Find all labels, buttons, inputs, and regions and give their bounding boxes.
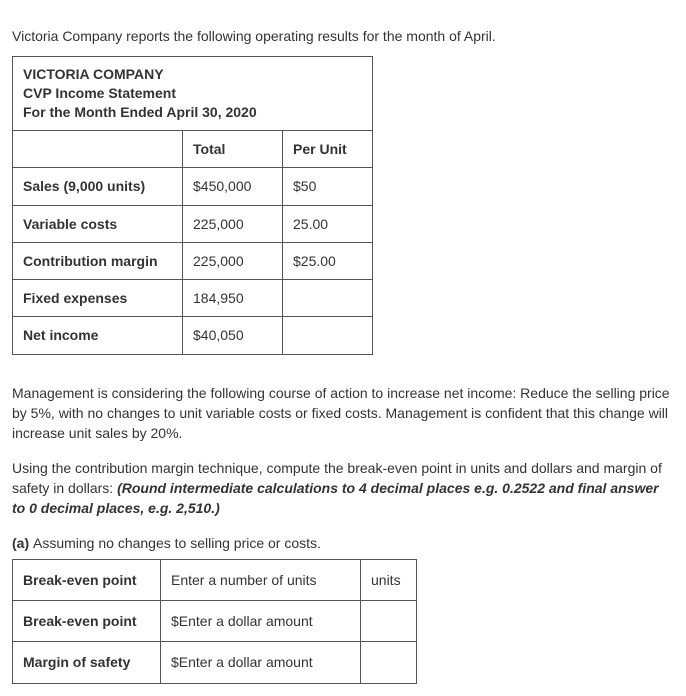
intro-text: Victoria Company reports the following o… [12,26,674,46]
row-total: $40,050 [183,317,283,354]
answer-unit [361,601,417,642]
col-header-perunit: Per Unit [283,130,373,167]
table-row: Fixed expenses 184,950 [13,280,373,317]
table-row: Net income $40,050 [13,317,373,354]
instruction-paragraph: Using the contribution margin technique,… [12,458,674,519]
answer-unit: units [361,559,417,600]
row-total: 225,000 [183,205,283,242]
answer-table: Break-even point Enter a number of units… [12,559,417,684]
row-total: 225,000 [183,242,283,279]
row-label: Sales (9,000 units) [13,168,183,205]
table-row: Contribution margin 225,000 $25.00 [13,242,373,279]
table-row: Sales (9,000 units) $450,000 $50 [13,168,373,205]
row-perunit [283,280,373,317]
company-name: VICTORIA COMPANY [23,65,362,84]
answer-input-cell[interactable]: $Enter a dollar amount [161,642,361,683]
statement-title: CVP Income Statement [23,84,362,103]
answer-input-cell[interactable]: $Enter a dollar amount [161,601,361,642]
row-label: Contribution margin [13,242,183,279]
answer-unit [361,642,417,683]
blank-cell [13,130,183,167]
answer-label: Break-even point [13,601,161,642]
part-a-text: Assuming no changes to selling price or … [33,535,321,551]
col-header-total: Total [183,130,283,167]
row-perunit: 25.00 [283,205,373,242]
row-label: Fixed expenses [13,280,183,317]
row-label: Net income [13,317,183,354]
part-a-prefix: (a) [12,535,33,551]
answer-row: Break-even point $Enter a dollar amount [13,601,417,642]
statement-header: VICTORIA COMPANY CVP Income Statement Fo… [13,57,373,131]
answer-input-cell[interactable]: Enter a number of units [161,559,361,600]
answer-label: Break-even point [13,559,161,600]
answer-row: Margin of safety $Enter a dollar amount [13,642,417,683]
management-paragraph: Management is considering the following … [12,383,674,444]
row-perunit: $50 [283,168,373,205]
answer-row: Break-even point Enter a number of units… [13,559,417,600]
answer-label: Margin of safety [13,642,161,683]
row-label: Variable costs [13,205,183,242]
table-row: Variable costs 225,000 25.00 [13,205,373,242]
row-perunit: $25.00 [283,242,373,279]
row-total: $450,000 [183,168,283,205]
cvp-statement-table: VICTORIA COMPANY CVP Income Statement Fo… [12,56,373,354]
part-a-label: (a) Assuming no changes to selling price… [12,533,674,553]
row-total: 184,950 [183,280,283,317]
row-perunit [283,317,373,354]
statement-period: For the Month Ended April 30, 2020 [23,103,362,122]
